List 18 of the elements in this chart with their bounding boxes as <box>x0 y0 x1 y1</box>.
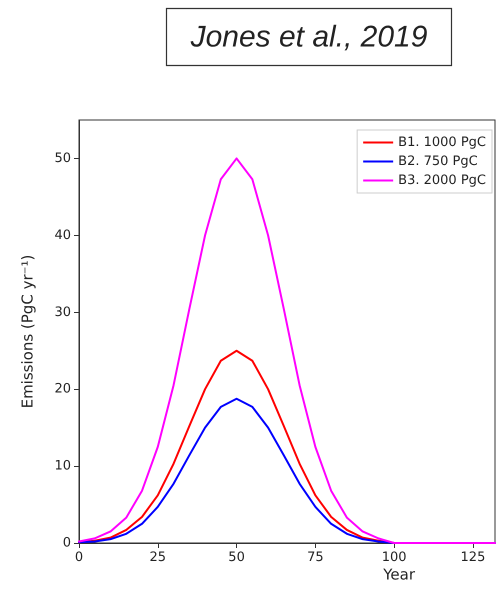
y-tick-label: 0 <box>62 536 71 550</box>
x-tick-label: 0 <box>74 550 84 565</box>
x-tick-label: 25 <box>150 550 166 565</box>
y-tick-label: 20 <box>54 382 71 397</box>
y-tick-label: 30 <box>54 304 71 320</box>
y-tick-label: 50 <box>54 150 71 166</box>
y-axis-title: Emissions (PgC yr⁻¹) <box>18 254 36 408</box>
x-tick-label: 125 <box>460 550 486 565</box>
legend-label: B1. 1000 PgC <box>398 135 486 150</box>
x-tick-label: 50 <box>228 550 245 565</box>
y-tick-label: 10 <box>54 458 71 474</box>
x-tick-label: 75 <box>307 550 324 565</box>
y-tick-label: 40 <box>54 228 71 243</box>
chart-title: Jones et al., 2019 <box>190 20 428 54</box>
legend-label: B3. 2000 PgC <box>398 173 486 188</box>
x-tick-label: 100 <box>382 550 407 565</box>
legend-label: B2. 750 PgC <box>398 154 478 169</box>
x-axis-title: Year <box>382 566 416 584</box>
